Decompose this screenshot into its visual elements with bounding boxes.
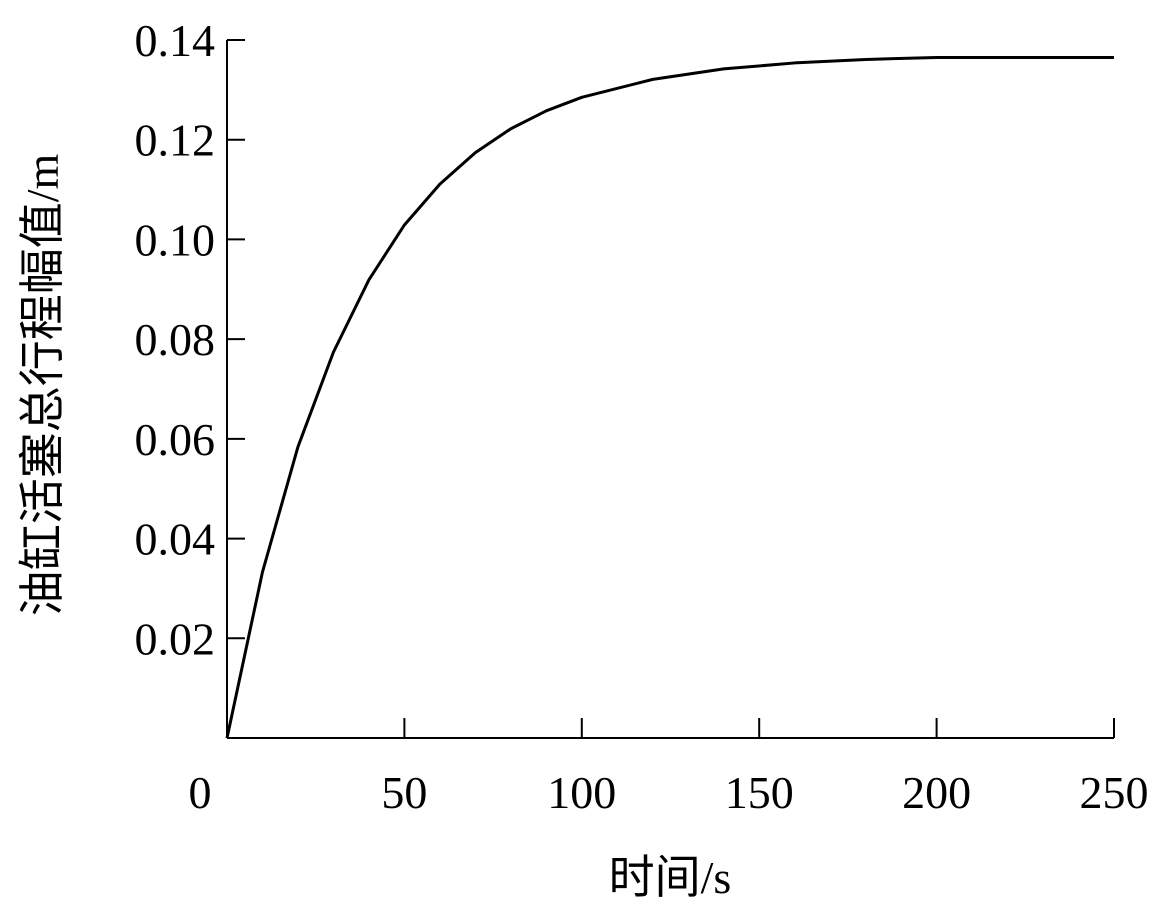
- y-tick-label: 0.14: [135, 15, 216, 66]
- y-tick-label: 0.06: [135, 414, 216, 465]
- x-tick-label: 150: [725, 767, 794, 818]
- x-axis-label: 时间/s: [609, 852, 732, 903]
- y-tick-label: 0.10: [135, 214, 216, 265]
- x-tick-label: 50: [381, 767, 427, 818]
- line-series: [225, 55, 1114, 739]
- y-tick-label: 0.08: [135, 314, 216, 365]
- x-tick-label: 100: [547, 767, 616, 818]
- y-tick-label: 0.04: [135, 514, 216, 565]
- x-tick-label: 200: [902, 767, 971, 818]
- x-tick-label: 250: [1080, 767, 1149, 818]
- x-tick-label: 0: [189, 767, 212, 818]
- y-tick-label: 0.12: [135, 115, 216, 166]
- y-tick-label: 0.02: [135, 613, 216, 664]
- y-axis-label: 油缸活塞总行程幅值/m: [17, 154, 68, 617]
